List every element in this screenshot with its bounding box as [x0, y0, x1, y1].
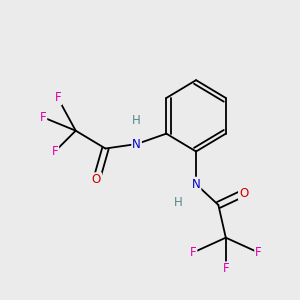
Text: N: N [132, 138, 141, 151]
Text: H: H [174, 196, 183, 208]
Text: H: H [132, 114, 141, 127]
Text: F: F [40, 111, 46, 124]
Text: F: F [255, 246, 262, 259]
Text: F: F [52, 145, 58, 158]
Text: N: N [192, 178, 200, 191]
Text: O: O [92, 173, 101, 186]
Text: O: O [239, 187, 248, 200]
Text: F: F [223, 262, 229, 275]
Text: F: F [55, 92, 61, 104]
Text: F: F [190, 246, 196, 259]
